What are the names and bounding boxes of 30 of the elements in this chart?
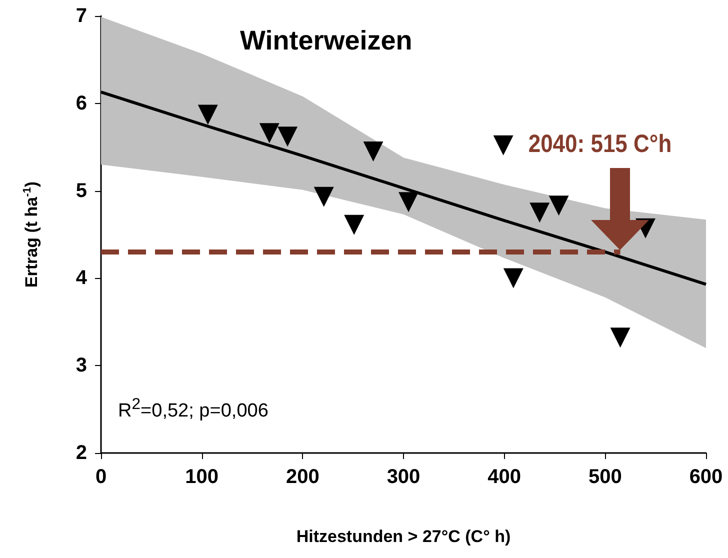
x-tick-label: 100 bbox=[185, 466, 219, 488]
y-tick-label: 7 bbox=[76, 5, 87, 27]
y-tick-label: 4 bbox=[76, 267, 88, 290]
point bbox=[278, 126, 298, 147]
y-tick-label: 5 bbox=[76, 180, 87, 202]
point bbox=[398, 192, 419, 212]
point bbox=[314, 186, 334, 207]
x-tick-label: 500 bbox=[588, 466, 622, 488]
x-tick-label: 300 bbox=[386, 466, 420, 488]
annotation: R$^{2}$=0,52; p=0,006 bbox=[118, 396, 268, 422]
point bbox=[530, 202, 550, 223]
point bbox=[198, 104, 218, 125]
x-tick-label: 400 bbox=[488, 466, 522, 488]
x-tick-label: 200 bbox=[286, 466, 320, 488]
chart-title: Winterweizen bbox=[240, 26, 412, 56]
point bbox=[548, 196, 569, 216]
point bbox=[363, 141, 384, 162]
x-tick-label: 0 bbox=[95, 466, 107, 488]
point bbox=[493, 135, 514, 156]
y-axis-title: Ertrag (t ha-1) bbox=[22, 181, 41, 288]
point bbox=[610, 328, 630, 348]
y-tick-label: 6 bbox=[76, 92, 87, 114]
point bbox=[344, 214, 364, 235]
point bbox=[259, 123, 280, 144]
annotation: 2040: 515 C°h bbox=[528, 130, 672, 159]
y-tick-label: 2 bbox=[76, 442, 87, 464]
point bbox=[503, 268, 524, 288]
x-axis-title: Hitzestunden > 27°C (C° h) bbox=[296, 527, 511, 546]
x-tick-label: 600 bbox=[689, 466, 723, 488]
y-tick-label: 3 bbox=[76, 354, 87, 377]
